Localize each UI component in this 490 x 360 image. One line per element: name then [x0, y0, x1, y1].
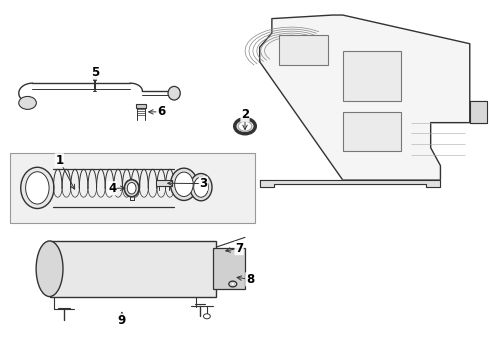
Ellipse shape: [229, 281, 237, 287]
Circle shape: [19, 96, 36, 109]
Ellipse shape: [127, 183, 136, 194]
Circle shape: [203, 314, 210, 319]
Ellipse shape: [231, 283, 235, 285]
Text: 3: 3: [199, 177, 208, 190]
Ellipse shape: [235, 119, 255, 134]
Text: 9: 9: [118, 314, 126, 327]
Bar: [10, 153, 255, 223]
Polygon shape: [260, 180, 441, 187]
Ellipse shape: [36, 241, 63, 297]
Ellipse shape: [25, 172, 49, 204]
Polygon shape: [260, 15, 470, 180]
Bar: [49, 241, 216, 297]
Ellipse shape: [190, 174, 212, 201]
Ellipse shape: [168, 86, 180, 100]
Bar: [213, 248, 245, 289]
Ellipse shape: [194, 177, 208, 197]
Text: 8: 8: [246, 273, 254, 286]
Text: 7: 7: [235, 242, 243, 255]
Text: 1: 1: [55, 154, 63, 167]
Text: 2: 2: [241, 108, 249, 121]
Bar: [279, 35, 328, 65]
Ellipse shape: [124, 180, 139, 197]
Bar: [156, 180, 172, 186]
Bar: [136, 104, 146, 108]
Ellipse shape: [174, 172, 193, 197]
Ellipse shape: [21, 167, 54, 208]
Text: 5: 5: [91, 66, 99, 79]
Text: 6: 6: [157, 105, 165, 118]
Ellipse shape: [238, 121, 252, 131]
Ellipse shape: [171, 168, 197, 201]
Bar: [470, 101, 487, 123]
Bar: [343, 112, 401, 151]
Bar: [343, 51, 401, 101]
Text: 4: 4: [108, 182, 116, 195]
